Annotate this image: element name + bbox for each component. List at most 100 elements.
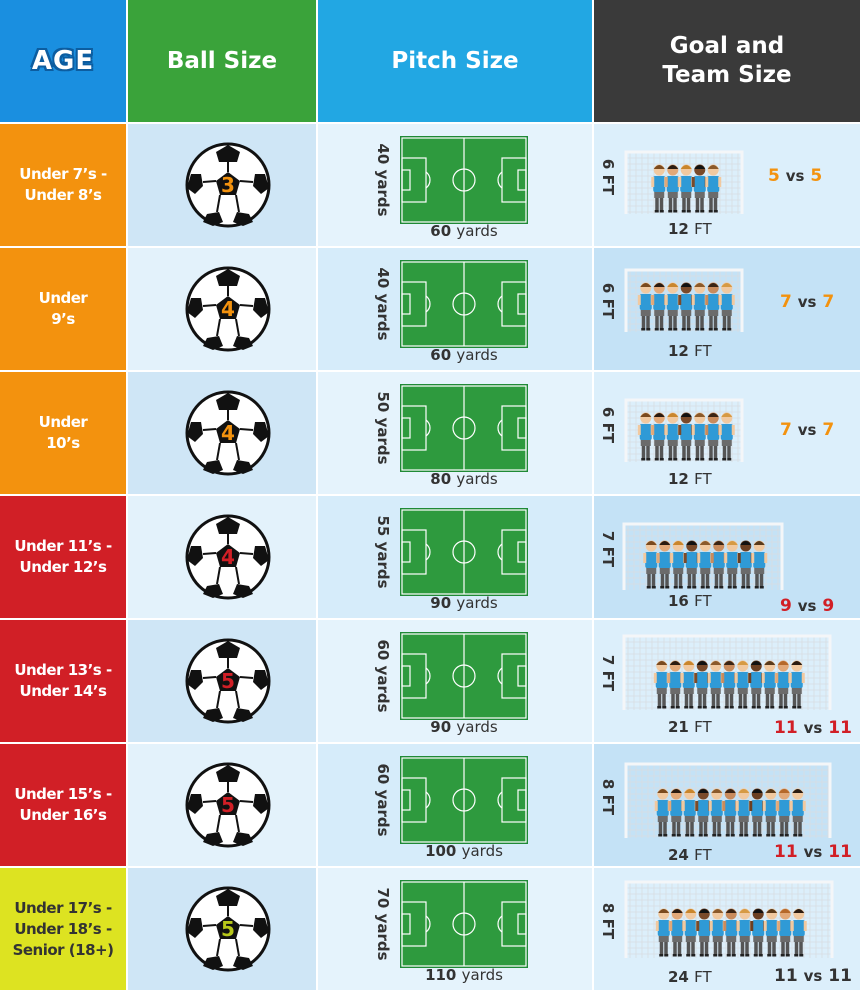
age-label: Under 15’s - Under 16’s — [14, 784, 112, 826]
player-icon — [724, 540, 741, 589]
player-icon — [705, 164, 722, 213]
player-icon — [691, 164, 708, 213]
team-size-a: 9 — [780, 596, 792, 616]
team-size-a: 7 — [780, 420, 792, 440]
pitch-width-value: 50 — [374, 391, 392, 413]
player-icon — [668, 788, 685, 837]
goal-height-label: 7 FT — [599, 654, 617, 692]
age-label: Under 17’s - Under 18’s - Senior (18+) — [13, 898, 114, 961]
team-size-a: 11 — [774, 966, 798, 986]
goal-width-unit: FT — [694, 220, 712, 238]
age-line: Under 14’s — [19, 682, 107, 700]
team-size-b: 7 — [822, 292, 835, 312]
goal-width-value: 21 — [668, 718, 689, 736]
team-size-vs: vs — [797, 421, 817, 439]
player-icon — [681, 788, 698, 837]
team-size-label: 5 vs 5 — [768, 166, 822, 186]
pitch-width-unit: yards — [374, 293, 392, 341]
pitch-width-label: 40 yards — [372, 132, 392, 228]
player-icon — [637, 282, 654, 331]
goal-width-unit: FT — [694, 718, 712, 736]
pitch-length-label: 100 yards — [400, 842, 528, 860]
pitch-width-label: 55 yards — [372, 504, 392, 600]
player-icon — [695, 788, 712, 837]
goal-width-value: 12 — [668, 342, 689, 360]
pitch-diagram — [400, 260, 528, 348]
goal-height-label: 6 FT — [599, 406, 617, 444]
pitch-length-label: 60 yards — [400, 346, 528, 364]
age-cell: Under 9’s — [0, 248, 126, 370]
player-icon — [718, 282, 735, 331]
ball-size-number: 4 — [221, 421, 235, 445]
player-icon — [748, 660, 765, 709]
team-size-vs: vs — [785, 167, 805, 185]
pitch-diagram — [400, 136, 528, 224]
soccer-ball-icon: 5 — [185, 886, 271, 972]
player-icon — [664, 164, 681, 213]
team-size-label: 11 vs 11 — [774, 718, 852, 738]
pitch-diagram — [400, 632, 528, 720]
player-icon — [655, 908, 672, 957]
team-size-a: 11 — [774, 842, 798, 862]
goal-height-label: 6 FT — [599, 158, 617, 196]
goal-height-label: 6 FT — [599, 282, 617, 320]
age-line: 9’s — [51, 310, 75, 328]
player-icon — [683, 540, 700, 589]
pitch-length-label: 90 yards — [400, 594, 528, 612]
pitch-width-label: 60 yards — [372, 628, 392, 724]
pitch-width-unit: yards — [374, 789, 392, 837]
player-icon — [694, 660, 711, 709]
pitch-length-value: 80 — [430, 470, 452, 488]
player-icon — [736, 908, 753, 957]
goal-height-label: 8 FT — [599, 778, 617, 816]
player-icon — [651, 412, 668, 461]
age-line: Under 15’s - — [14, 785, 112, 803]
player-icon — [691, 412, 708, 461]
team-size-label: 7 vs 7 — [780, 420, 834, 440]
team-size-b: 11 — [828, 842, 852, 862]
player-icon — [749, 788, 766, 837]
soccer-ball-icon: 3 — [185, 142, 271, 228]
team-size-vs: vs — [803, 719, 823, 737]
pitch-width-label: 70 yards — [372, 876, 392, 972]
player-icon — [708, 788, 725, 837]
goal-with-players — [624, 268, 744, 332]
team-size-label: 7 vs 7 — [780, 292, 834, 312]
team-size-a: 5 — [768, 166, 780, 186]
pitch-length-label: 110 yards — [400, 966, 528, 984]
pitch-length-label: 60 yards — [400, 222, 528, 240]
age-line: Under 17’s - — [14, 898, 112, 917]
team-size-a: 11 — [774, 718, 798, 738]
pitch-width-unit: yards — [374, 541, 392, 589]
pitch-width-label: 60 yards — [372, 752, 392, 848]
player-icon — [664, 412, 681, 461]
pitch-size-column-header: Pitch Size — [318, 0, 592, 122]
goal-width-unit: FT — [694, 470, 712, 488]
age-line: Under 12’s — [19, 558, 107, 576]
player-icon — [721, 660, 738, 709]
team-size-b: 11 — [828, 966, 852, 986]
goal-with-players — [622, 522, 784, 590]
pitch-diagram — [400, 384, 528, 472]
age-cell: Under 15’s - Under 16’s — [0, 744, 126, 866]
player-icon — [705, 282, 722, 331]
age-cell: Under 17’s - Under 18’s - Senior (18+) — [0, 868, 126, 990]
age-label: Under 11’s - Under 12’s — [14, 536, 112, 578]
pitch-width-unit: yards — [374, 913, 392, 961]
pitch-length-unit: yards — [461, 842, 503, 860]
goal-width-label: 24 FT — [668, 968, 712, 986]
team-size-b: 9 — [822, 596, 835, 616]
player-icon — [776, 788, 793, 837]
pitch-width-unit: yards — [374, 169, 392, 217]
player-icon — [670, 540, 687, 589]
player-icon — [664, 282, 681, 331]
age-line: Under 11’s - — [14, 537, 112, 555]
soccer-ball-icon: 4 — [185, 390, 271, 476]
player-icon — [697, 540, 714, 589]
goal-width-label: 16 FT — [668, 592, 712, 610]
age-line: Under — [38, 413, 88, 431]
goal-height-label: 7 FT — [599, 530, 617, 568]
pitch-width-value: 40 — [374, 143, 392, 165]
pitch-diagram — [400, 508, 528, 596]
